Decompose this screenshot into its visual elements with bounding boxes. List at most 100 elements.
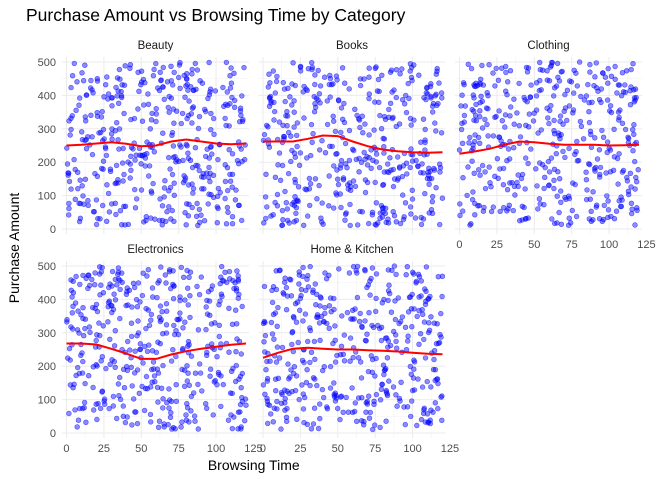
data-point [66,178,73,185]
data-point [128,333,135,340]
data-point [135,318,141,324]
data-point [282,407,288,413]
data-point [113,84,119,91]
data-point [397,220,404,227]
data-point [147,126,154,132]
data-point [338,129,344,136]
data-point [490,204,496,210]
data-point [486,164,492,170]
data-point [89,134,95,140]
data-point [99,389,105,395]
data-point [411,359,418,365]
data-point [85,272,91,278]
data-point [180,157,186,164]
smooth-line [66,138,247,148]
data-point [207,312,213,318]
data-point [352,400,358,406]
data-point [272,108,278,115]
data-point [313,104,319,111]
data-point [171,322,177,329]
data-point [605,214,611,221]
data-point [408,211,414,217]
data-point [361,149,367,156]
data-point [288,158,294,165]
data-point [622,82,628,88]
data-point [173,398,180,404]
data-point [366,132,372,138]
data-point [432,93,438,99]
data-point [596,174,603,180]
data-point [160,84,166,90]
data-point [505,146,512,152]
data-point [389,89,395,95]
data-point [105,319,111,325]
x-tick-label: 50 [528,239,540,251]
data-point [522,155,529,161]
data-point [430,109,436,115]
data-point [163,280,169,286]
data-point [226,305,232,311]
data-point [605,80,611,86]
data-point [580,136,587,142]
data-point [157,341,164,347]
data-point [210,412,216,418]
data-point [201,218,208,224]
data-point [541,185,547,192]
data-point [77,281,83,288]
data-point [123,302,129,309]
data-point [159,203,166,209]
data-point [356,318,363,325]
data-point [94,308,101,315]
data-point [437,221,443,228]
data-point [612,63,618,70]
data-point [294,132,300,139]
data-point [432,400,438,406]
data-point [385,344,391,350]
data-point [312,376,318,382]
data-point [462,103,468,109]
data-point [429,175,435,182]
data-point [132,186,138,193]
data-point [340,116,346,123]
data-point [337,191,343,197]
data-point [355,222,361,228]
data-point [237,108,244,114]
data-point [300,264,306,271]
data-point [373,295,379,302]
data-point [321,394,327,401]
data-point [150,72,157,79]
data-point [307,325,313,331]
data-point [315,67,321,74]
y-axis-title: Purchase Amount [6,193,22,304]
data-point [164,400,170,406]
data-point [292,176,298,183]
data-point [89,151,96,158]
data-point [80,272,86,279]
data-point [465,164,471,170]
data-point [236,291,242,298]
data-point [335,181,342,188]
data-point [263,171,269,178]
data-point [206,298,213,304]
data-point [153,60,159,67]
data-point [112,328,119,334]
data-point [227,85,234,91]
data-point [549,216,555,222]
data-point [209,151,215,157]
data-point [380,181,387,188]
data-point [305,338,311,345]
data-point [122,63,128,69]
data-point [507,156,513,162]
y-tick-label: 100 [38,191,56,203]
data-point [183,222,189,228]
data-point [106,298,113,304]
data-point [418,278,424,284]
data-point [135,69,141,76]
data-point [293,210,299,217]
data-point [292,301,299,307]
data-point [141,102,147,108]
data-point [239,158,245,165]
data-point [566,103,573,109]
data-point [439,417,445,423]
data-point [101,398,107,404]
